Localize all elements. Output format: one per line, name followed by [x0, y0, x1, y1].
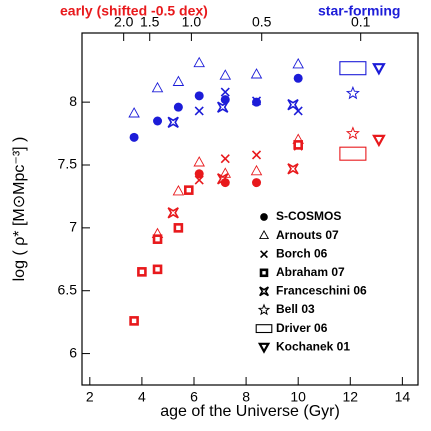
legend-label: S-COSMOS: [276, 209, 341, 223]
x-tick-label: 12: [342, 389, 358, 405]
point: [152, 264, 163, 275]
point: [287, 99, 299, 111]
point: [252, 178, 262, 188]
point: [194, 169, 204, 179]
legend-label: Driver 06: [276, 321, 328, 335]
point: [129, 132, 139, 142]
point: [167, 207, 179, 219]
point: [287, 163, 299, 175]
point: [252, 97, 262, 107]
point: [251, 150, 262, 160]
legend-marker: [259, 229, 270, 240]
legend-label: Abraham 07: [276, 265, 345, 279]
legend-label: Kochanek 01: [276, 339, 350, 353]
point: [172, 184, 185, 196]
point: [219, 69, 232, 80]
point: [172, 75, 185, 86]
point: [167, 116, 179, 128]
point: [128, 107, 140, 118]
point: [250, 68, 263, 79]
point: [183, 185, 194, 195]
legend-marker: [259, 268, 269, 278]
point: [251, 96, 262, 106]
legend-marker: [257, 342, 271, 354]
x-axis-title: age of the Universe (Gyr): [160, 403, 340, 420]
top-tick-label: 1.5: [140, 14, 160, 30]
legend-marker: [259, 286, 269, 297]
point: [194, 106, 204, 116]
top-tick-label: 1.0: [182, 14, 202, 30]
point: [151, 81, 164, 93]
legend-marker: [260, 250, 268, 259]
point: [194, 175, 204, 185]
plot-frame: [81, 32, 419, 386]
legend-marker: [255, 324, 273, 334]
y-tick-label: 7: [69, 219, 77, 235]
point: [173, 102, 183, 112]
legend-label: Bell 03: [276, 302, 315, 316]
y-tick-label: 6: [69, 344, 77, 360]
x-tick-label: 10: [290, 389, 306, 405]
point: [250, 164, 263, 176]
point: [217, 101, 229, 113]
legend-marker: [257, 303, 271, 316]
point: [129, 316, 139, 326]
x-tick-label: 4: [138, 389, 146, 405]
point: [152, 234, 163, 244]
x-tick-label: 6: [190, 389, 198, 405]
top-tick-label: 2.0: [114, 14, 134, 30]
point: [137, 267, 147, 277]
point: [292, 57, 304, 69]
point: [220, 87, 230, 97]
point: [193, 56, 205, 68]
y-tick-label: 8: [69, 93, 77, 109]
x-tick-label: 14: [395, 389, 411, 405]
point: [293, 73, 303, 83]
y-tick-label: 7.5: [58, 156, 78, 172]
y-tick-label: 6.5: [58, 281, 78, 297]
point: [372, 134, 386, 148]
top-tick-label: 0.5: [252, 14, 272, 30]
point: [220, 154, 230, 164]
point: [339, 61, 367, 76]
legend-label: Borch 06: [276, 246, 328, 260]
legend-label: Arnouts 07: [276, 228, 339, 242]
point: [193, 156, 205, 167]
x-tick-label: 2: [86, 389, 94, 405]
point: [217, 173, 229, 185]
top-tick-label: 0.1: [351, 14, 371, 30]
y-axis-title: log ( ρ* [M⊙Mpc⁻³] ): [11, 137, 28, 282]
point: [339, 146, 367, 161]
legend-marker: [260, 213, 268, 221]
point: [345, 85, 360, 100]
point: [153, 116, 163, 126]
point: [194, 91, 204, 101]
point: [345, 126, 360, 140]
group-label: early (shifted -0.5 dex): [60, 3, 208, 19]
group-label: star-forming: [318, 3, 400, 19]
legend-label: Franceschini 06: [276, 284, 367, 298]
point: [372, 63, 386, 76]
point: [293, 140, 303, 150]
point: [173, 223, 184, 233]
x-tick-label: 8: [242, 389, 250, 405]
